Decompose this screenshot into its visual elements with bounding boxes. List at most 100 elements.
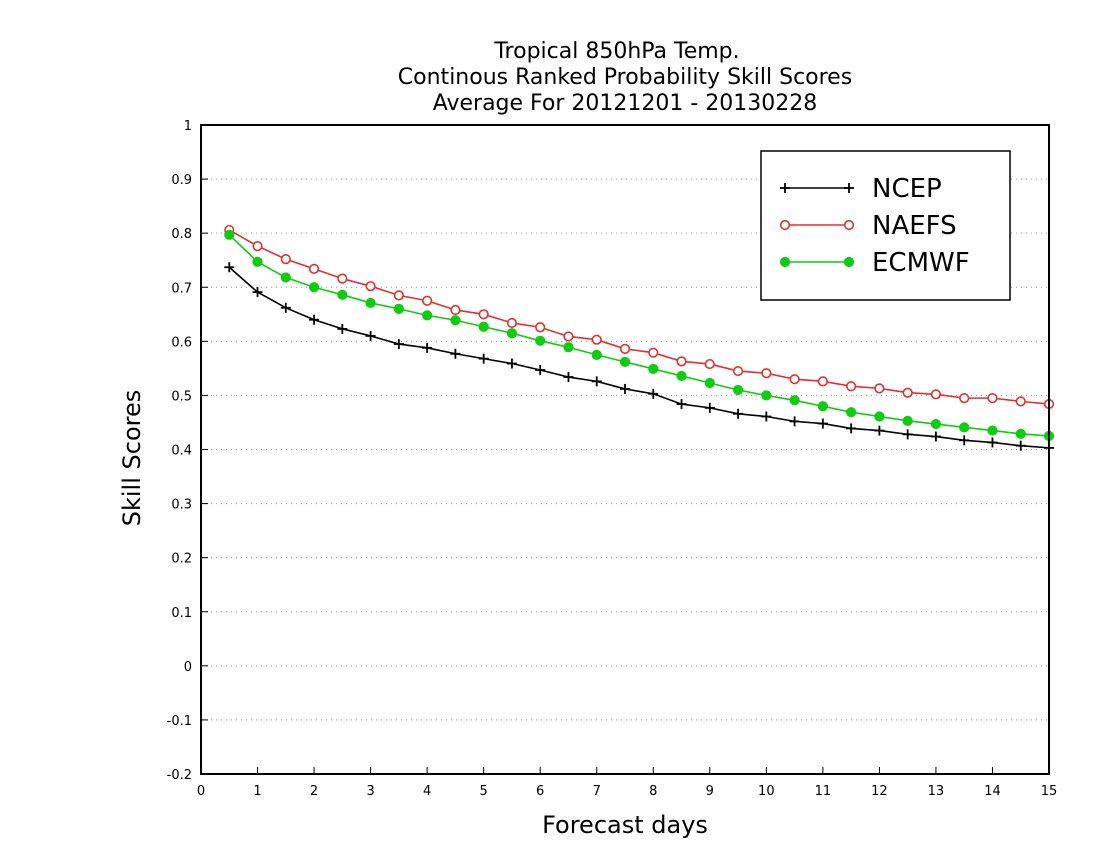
y-tick-label: 0.3 [171,498,192,513]
data-point-ecmwf [704,377,715,389]
y-axis-ticks: 1 0.9 0.8 0.7 0.6 0.5 0.4 0.3 0.2 0.1 0 -0.1 -0.2 [167,119,208,783]
data-point-ecmwf [365,297,376,309]
x-tick-label: 8 [649,784,657,799]
data-point-naefs [591,334,602,345]
data-point-ecmwf [930,418,942,430]
data-point-ncep [987,437,998,448]
data-point-ncep [365,330,376,341]
legend-marker-ecmwf [779,256,791,268]
data-point-ecmwf [478,321,489,332]
x-tick-label: 5 [480,784,488,799]
data-point-ecmwf [789,395,800,406]
y-tick-label: 0.7 [171,281,192,296]
data-point-ncep [874,425,885,436]
data-point-ncep [846,423,857,434]
data-point-ecmwf [535,335,546,346]
data-point-ncep [733,408,744,419]
data-point-naefs [563,331,574,342]
data-point-ncep [393,339,404,350]
data-point-ecmwf [393,303,404,314]
plot-frame [200,124,1050,775]
data-point-naefs [393,290,404,301]
data-point-ecmwf [648,363,659,375]
data-point-ncep [761,411,772,422]
y-tick-label: -0.1 [167,714,192,729]
data-point-naefs [337,273,348,284]
data-point-naefs [902,387,913,398]
x-tick-label: 9 [706,784,714,799]
y-tick-label: 0.8 [171,227,192,242]
data-point-ecmwf [337,289,348,300]
data-point-naefs [252,241,263,252]
data-point-ecmwf [846,407,857,418]
data-point-naefs [959,393,970,404]
data-point-ncep [280,302,291,313]
series-layer [224,224,1055,453]
data-point-ecmwf [676,370,687,382]
data-point-naefs [535,322,546,333]
series-ecmwf [224,229,1055,442]
y-axis-label: Skill Scores [118,390,146,527]
data-point-ncep [1015,440,1026,451]
x-tick-label: 11 [815,784,832,799]
data-point-naefs [676,356,687,367]
data-point-ncep [676,399,687,410]
data-point-naefs [365,281,376,292]
title-line-3: Average For 20121201 - 20130228 [433,91,818,116]
series-ncep [224,262,1054,453]
data-point-naefs [987,393,998,404]
x-tick-label: 14 [984,784,1001,799]
data-point-ecmwf [591,349,602,360]
x-tick-label: 13 [928,784,945,799]
y-tick-label: 0.2 [171,552,192,567]
data-point-ecmwf [563,342,574,353]
legend-label-naefs: NAEFS [872,211,957,241]
legend: NCEP NAEFS ECMWF [760,150,1011,301]
data-point-naefs [619,343,631,355]
data-point-ecmwf [450,315,461,326]
y-tick-label: 0.6 [171,335,192,350]
data-point-naefs [506,317,518,329]
y-tick-label: -0.2 [167,768,192,783]
y-tick-label: 0.9 [171,173,192,188]
x-tick-label: 6 [536,784,544,799]
data-point-naefs [846,381,857,392]
data-point-ncep [563,372,574,383]
data-point-ncep [704,402,715,413]
x-tick-label: 4 [423,784,431,799]
y-tick-label: 1 [184,119,192,134]
data-point-ecmwf [902,415,913,426]
data-point-naefs [1015,396,1026,407]
data-point-ecmwf [422,310,433,321]
data-point-ncep [506,358,517,369]
legend-marker-ncep [844,183,854,193]
y-tick-label: 0.5 [171,389,192,404]
legend-item-naefs: NAEFS [779,211,957,241]
data-point-naefs [450,304,461,316]
data-point-ncep [309,314,320,325]
data-point-ncep [224,262,235,273]
data-point-naefs [422,295,433,306]
y-tick-label: 0.1 [171,606,192,621]
series-naefs [224,224,1055,410]
legend-label-ncep: NCEP [872,174,942,204]
data-point-ncep [620,383,630,394]
data-point-ncep [959,435,970,446]
legend-marker-ecmwf [843,256,855,268]
x-axis-label: Forecast days [542,811,708,839]
data-point-naefs [789,374,800,385]
title-line-2: Continous Ranked Probability Skill Score… [398,65,852,90]
data-point-ecmwf [1015,428,1026,439]
data-point-ncep [930,431,941,442]
x-tick-label: 15 [1041,784,1058,799]
data-point-ncep [817,418,828,429]
data-point-ecmwf [732,384,744,396]
chart-title: Tropical 850hPa Temp. Continous Ranked P… [398,39,852,116]
data-point-naefs [648,347,659,358]
x-tick-label: 0 [197,784,205,799]
legend-marker-ncep [780,183,790,193]
x-tick-label: 10 [758,784,775,799]
data-point-ecmwf [252,256,263,267]
data-point-ecmwf [506,328,518,339]
